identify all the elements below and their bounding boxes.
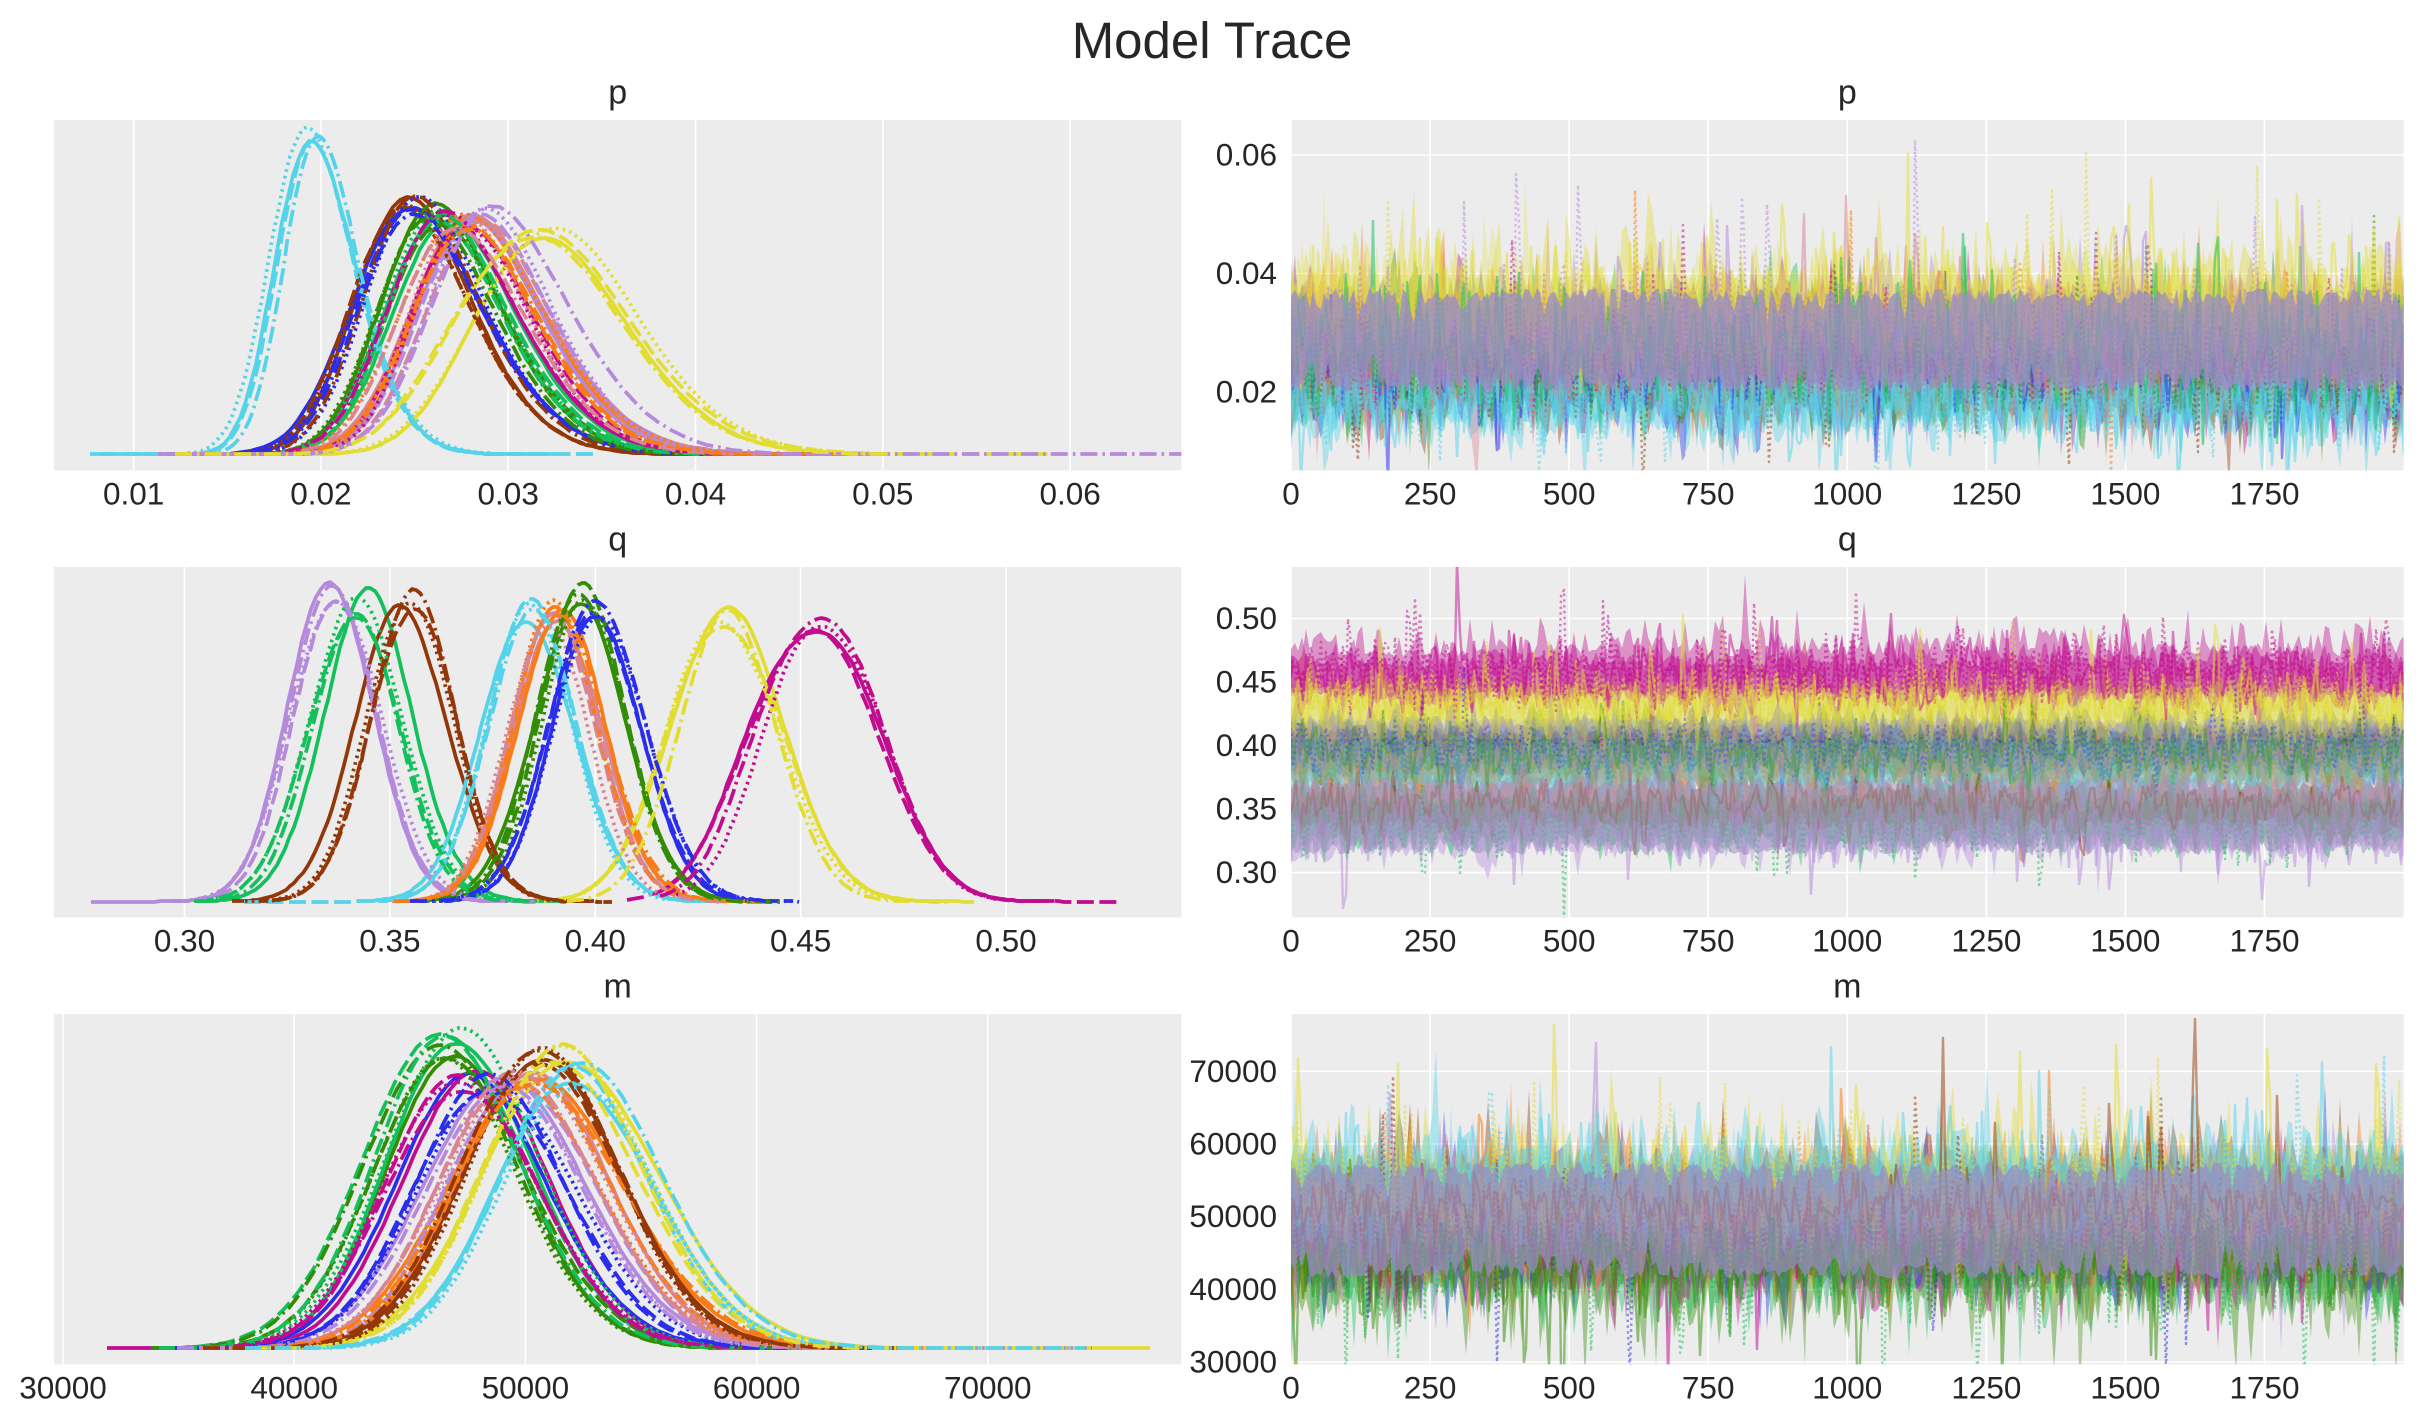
svg-text:40000: 40000 bbox=[1189, 1271, 1277, 1307]
svg-text:750: 750 bbox=[1682, 475, 1735, 511]
svg-text:0.35: 0.35 bbox=[1216, 791, 1277, 827]
svg-text:0.06: 0.06 bbox=[1039, 475, 1100, 511]
svg-text:0: 0 bbox=[1282, 923, 1300, 959]
svg-text:1250: 1250 bbox=[1951, 475, 2021, 511]
svg-text:70000: 70000 bbox=[944, 1369, 1032, 1405]
svg-text:0.35: 0.35 bbox=[359, 923, 420, 959]
svg-text:1500: 1500 bbox=[2090, 923, 2160, 959]
svg-text:1000: 1000 bbox=[1812, 1369, 1882, 1405]
svg-text:500: 500 bbox=[1543, 1369, 1596, 1405]
svg-text:0: 0 bbox=[1282, 475, 1300, 511]
svg-text:1500: 1500 bbox=[2090, 475, 2160, 511]
svg-text:0.45: 0.45 bbox=[770, 923, 831, 959]
svg-text:1750: 1750 bbox=[2229, 1369, 2299, 1405]
svg-text:0.05: 0.05 bbox=[852, 475, 913, 511]
svg-text:30000: 30000 bbox=[1189, 1344, 1277, 1380]
svg-text:q: q bbox=[608, 521, 627, 559]
svg-text:Model Trace: Model Trace bbox=[1072, 12, 1353, 69]
svg-text:50000: 50000 bbox=[1189, 1198, 1277, 1234]
svg-text:1750: 1750 bbox=[2229, 923, 2299, 959]
svg-text:1000: 1000 bbox=[1812, 923, 1882, 959]
svg-text:0.06: 0.06 bbox=[1216, 137, 1277, 173]
svg-text:0.01: 0.01 bbox=[103, 475, 164, 511]
svg-text:500: 500 bbox=[1543, 923, 1596, 959]
svg-text:0.02: 0.02 bbox=[290, 475, 351, 511]
svg-text:0.40: 0.40 bbox=[565, 923, 626, 959]
svg-text:0.50: 0.50 bbox=[1216, 600, 1277, 636]
svg-text:60000: 60000 bbox=[713, 1369, 801, 1405]
svg-text:0.45: 0.45 bbox=[1216, 664, 1277, 700]
svg-text:1000: 1000 bbox=[1812, 475, 1882, 511]
svg-text:500: 500 bbox=[1543, 475, 1596, 511]
svg-text:0.30: 0.30 bbox=[154, 923, 215, 959]
svg-text:750: 750 bbox=[1682, 923, 1735, 959]
svg-text:250: 250 bbox=[1404, 475, 1457, 511]
svg-text:60000: 60000 bbox=[1189, 1126, 1277, 1162]
svg-text:q: q bbox=[1838, 521, 1857, 559]
svg-text:0: 0 bbox=[1282, 1369, 1300, 1405]
svg-text:0.02: 0.02 bbox=[1216, 374, 1277, 410]
svg-text:0.04: 0.04 bbox=[1216, 255, 1277, 291]
svg-text:1750: 1750 bbox=[2229, 475, 2299, 511]
svg-text:250: 250 bbox=[1404, 1369, 1457, 1405]
svg-text:p: p bbox=[608, 74, 627, 112]
svg-text:250: 250 bbox=[1404, 923, 1457, 959]
svg-text:50000: 50000 bbox=[482, 1369, 570, 1405]
svg-text:0.50: 0.50 bbox=[975, 923, 1036, 959]
svg-text:m: m bbox=[604, 968, 632, 1006]
svg-text:0.04: 0.04 bbox=[665, 475, 726, 511]
svg-text:1250: 1250 bbox=[1951, 1369, 2021, 1405]
svg-text:0.40: 0.40 bbox=[1216, 727, 1277, 763]
svg-text:750: 750 bbox=[1682, 1369, 1735, 1405]
svg-text:0.30: 0.30 bbox=[1216, 854, 1277, 890]
svg-text:p: p bbox=[1838, 74, 1857, 112]
svg-text:1500: 1500 bbox=[2090, 1369, 2160, 1405]
svg-text:30000: 30000 bbox=[19, 1369, 107, 1405]
svg-text:m: m bbox=[1833, 968, 1861, 1006]
svg-text:0.03: 0.03 bbox=[478, 475, 539, 511]
svg-text:70000: 70000 bbox=[1189, 1053, 1277, 1089]
svg-text:40000: 40000 bbox=[250, 1369, 338, 1405]
svg-text:1250: 1250 bbox=[1951, 923, 2021, 959]
